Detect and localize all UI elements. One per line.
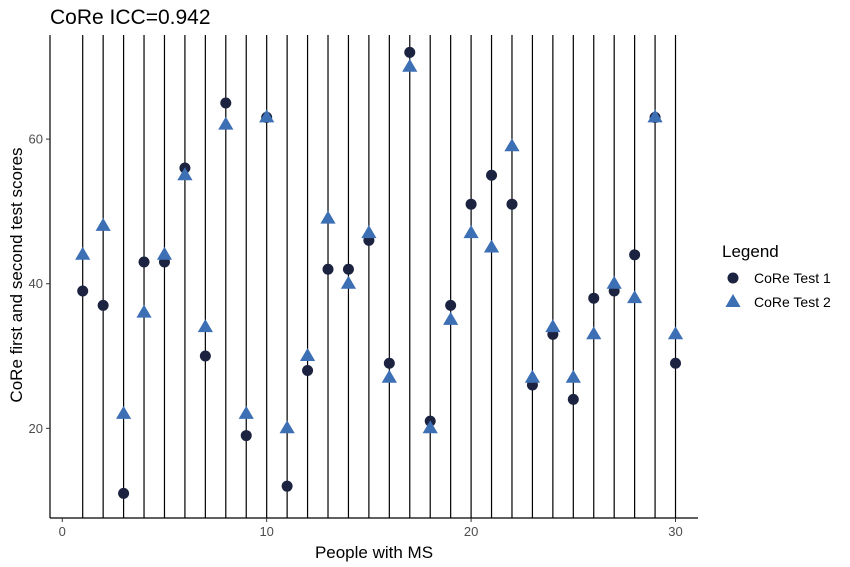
series-core-test-1 [77,46,682,499]
triangle-point [381,369,397,383]
triangle-point [667,326,684,340]
triangle-point [361,225,377,239]
legend-triangle-icon [725,294,741,307]
y-tick-label: 40 [29,276,43,291]
x-axis-ticks: 0 10 20 30 [59,518,683,539]
x-tick-label: 30 [668,524,682,539]
circle-point [588,292,600,304]
triangle-point [545,319,561,333]
triangle-point [422,420,438,434]
legend-label: CoRe Test 1 [754,270,831,286]
triangle-point [299,348,316,361]
circle-point [670,357,682,369]
x-tick-label: 0 [59,524,66,539]
triangle-point [197,319,213,333]
x-axis-title: People with MS [315,543,433,562]
legend-circle-icon [727,272,739,284]
circle-point [118,487,130,499]
circle-point [220,97,232,109]
circle-point [240,430,252,442]
triangle-point [136,304,152,318]
triangle-point [627,290,643,304]
circle-point [302,364,314,376]
circle-point [486,169,498,181]
circle-point [506,198,518,210]
triangle-point [463,225,479,239]
triangle-point [647,109,663,123]
legend-label: CoRe Test 2 [754,294,831,310]
triangle-point [218,116,234,130]
triangle-point [259,109,275,123]
x-tick-label: 20 [464,524,478,539]
triangle-point [95,217,111,231]
circle-point [342,263,354,275]
triangle-point [177,167,193,181]
circle-point [445,299,457,311]
triangle-point [586,326,602,340]
circle-point [404,46,416,58]
axes [49,35,698,519]
y-tick-label: 20 [29,421,43,436]
legend-title: Legend [722,242,779,261]
circle-point [383,357,395,369]
reference-lines [82,35,677,518]
triangle-point [504,138,520,152]
circle-point [465,198,477,210]
triangle-point [483,239,500,253]
triangle-point [75,246,91,260]
circle-point [138,256,150,268]
circle-point [97,299,109,311]
y-tick-label: 60 [29,132,43,147]
circle-point [629,249,641,261]
triangle-point [320,210,336,224]
chart-title: CoRe ICC=0.942 [50,6,211,29]
legend-item: CoRe Test 1 [727,270,831,286]
circle-point [281,480,293,492]
triangle-point [115,405,132,419]
triangle-point [279,420,295,434]
legend-item: CoRe Test 2 [725,294,831,310]
data-points [75,46,684,499]
circle-point [77,285,89,297]
y-axis-ticks: 20 40 60 [29,132,50,436]
circle-point [567,393,579,405]
triangle-point [156,246,173,260]
triangle-point [524,369,541,383]
triangle-point [238,405,254,419]
triangle-point [606,275,622,289]
x-tick-label: 10 [259,524,273,539]
triangle-point [402,58,418,72]
circle-point [199,350,211,362]
y-axis-title: CoRe first and second test scores [7,147,26,402]
triangle-point [443,311,459,325]
legend: Legend CoRe Test 1 CoRe Test 2 [722,242,831,310]
circle-point [322,263,334,275]
triangle-point [565,369,581,383]
triangle-point [340,275,357,289]
series-core-test-2 [75,58,684,434]
